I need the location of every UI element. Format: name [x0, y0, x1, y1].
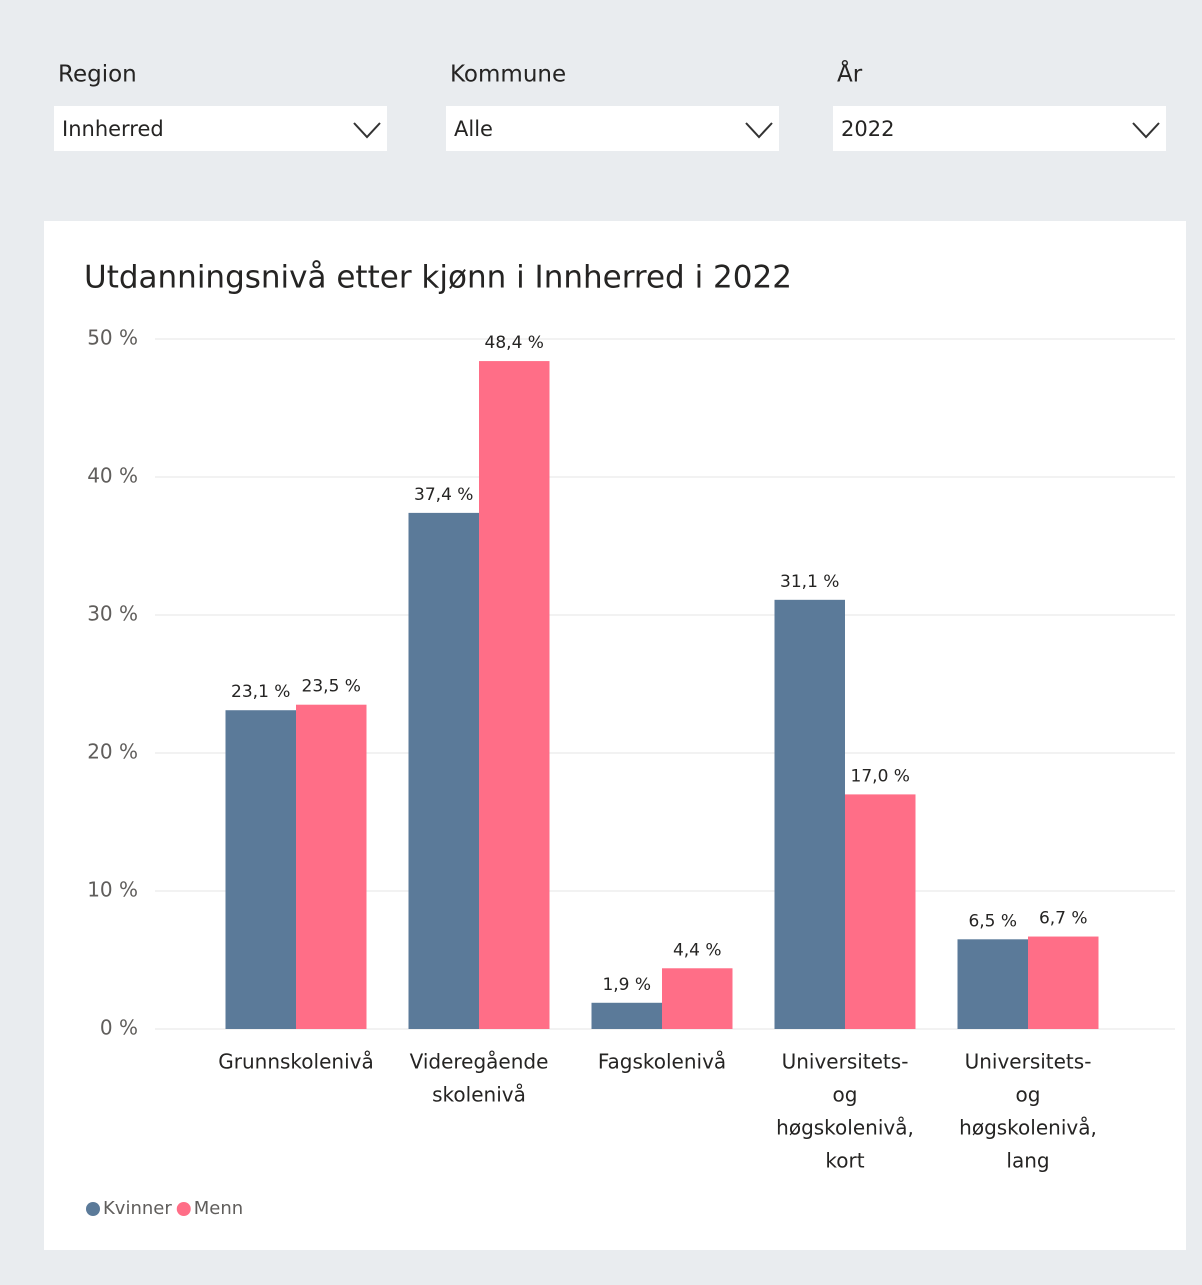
- bar: [591, 1002, 662, 1029]
- x-tick-label: høgskolenivå,: [776, 1116, 914, 1140]
- data-label: 23,1 %: [231, 682, 290, 702]
- dropdown[interactable]: [446, 106, 779, 151]
- filter-label: Region: [58, 62, 137, 88]
- bar: [296, 704, 367, 1029]
- x-tick-label: høgskolenivå,: [959, 1116, 1097, 1140]
- x-tick-label: og: [833, 1083, 858, 1107]
- x-tick-label: lang: [1006, 1149, 1049, 1173]
- legend-label: Menn: [194, 1198, 243, 1219]
- x-tick-label: Grunnskolenivå: [218, 1050, 373, 1074]
- y-tick-label: 10 %: [87, 878, 138, 902]
- dropdown-value: Alle: [454, 117, 493, 141]
- dropdown[interactable]: [54, 106, 387, 151]
- legend-label: Kvinner: [103, 1198, 172, 1219]
- bar: [225, 710, 296, 1029]
- data-label: 48,4 %: [485, 333, 544, 353]
- chevron: [353, 122, 381, 139]
- x-tick-label: Videregående: [410, 1050, 549, 1074]
- bar: [479, 361, 550, 1030]
- chevron: [1132, 122, 1160, 139]
- data-label: 6,7 %: [1039, 909, 1088, 929]
- dropdown-value: 2022: [841, 117, 894, 141]
- x-tick-label: Universitets-: [782, 1050, 909, 1074]
- data-label: 37,4 %: [414, 485, 473, 505]
- y-tick-label: 20 %: [87, 740, 138, 764]
- x-tick-label: kort: [825, 1149, 864, 1173]
- filter-label: År: [837, 60, 863, 88]
- y-tick-label: 40 %: [87, 464, 138, 488]
- bar: [1028, 936, 1099, 1029]
- filters: Region Innherred Kommune Alle År 2022: [54, 60, 1166, 151]
- data-label: 6,5 %: [968, 911, 1017, 931]
- bar: [845, 794, 916, 1029]
- y-tick-label: 50 %: [87, 326, 138, 350]
- bar: [774, 599, 845, 1029]
- x-tick-label: Fagskolenivå: [598, 1050, 726, 1074]
- x-tick-label: Universitets-: [965, 1050, 1092, 1074]
- x-tick-label: og: [1016, 1083, 1041, 1107]
- chart-title: Utdanningsnivå etter kjønn i Innherred i…: [84, 260, 792, 296]
- data-label: 31,1 %: [780, 572, 839, 592]
- legend-marker: [86, 1202, 100, 1216]
- legend-marker: [176, 1202, 191, 1216]
- data-label: 17,0 %: [851, 766, 910, 786]
- dropdown[interactable]: [833, 106, 1166, 151]
- dropdown-value: Innherred: [62, 117, 164, 141]
- chevron: [745, 122, 773, 139]
- data-label: 23,5 %: [302, 677, 361, 697]
- bar: [408, 512, 479, 1029]
- y-tick-label: 0 %: [100, 1016, 138, 1040]
- data-label: 1,9 %: [602, 975, 651, 995]
- y-tick-label: 30 %: [87, 602, 138, 626]
- x-tick-label: skolenivå: [432, 1083, 526, 1107]
- bar: [957, 939, 1028, 1029]
- plot: 0 % 10 % 20 % 30 % 40 % 50 % Grunnskolenivå 23,…: [86, 326, 1175, 1219]
- data-label: 4,4 %: [673, 940, 722, 960]
- filter-label: Kommune: [450, 62, 566, 88]
- bar: [662, 968, 733, 1029]
